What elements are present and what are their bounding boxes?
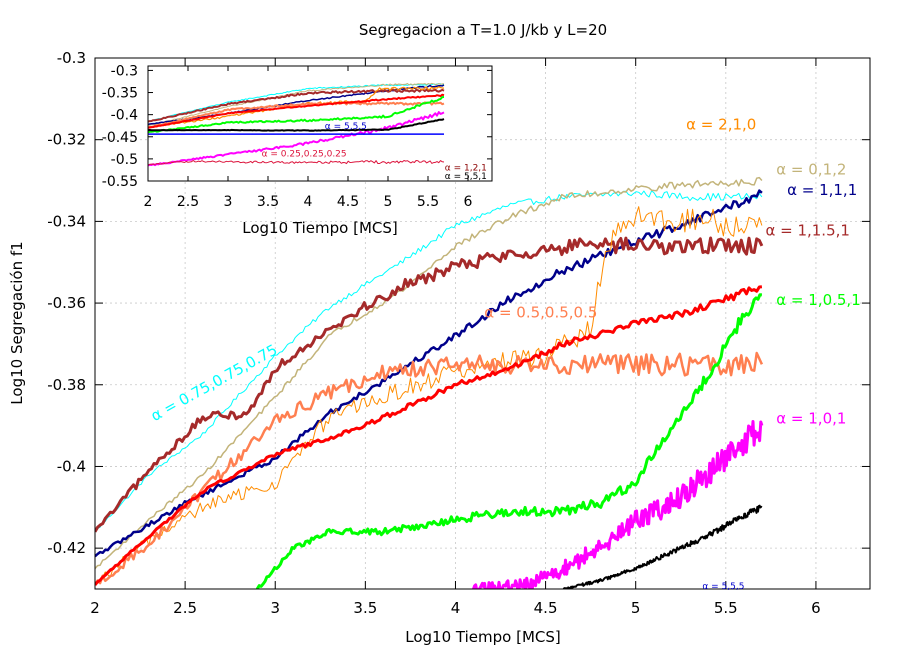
inset-x-tick-label: 5 xyxy=(384,194,393,210)
series-label: α = 2,1,0 xyxy=(686,115,756,133)
inset-series-label: α = 0.25,0.25,0.25 xyxy=(262,150,347,160)
series-label: α = 1,1,1 xyxy=(787,181,857,199)
inset-y-tick-label: -0.3 xyxy=(111,63,138,79)
x-axis-title: Log10 Tiempo [MCS] xyxy=(405,628,560,646)
inset-x-tick-label: 6 xyxy=(464,194,473,210)
x-tick-label: 5.5 xyxy=(714,599,738,617)
inset-y-tick-label: -0.4 xyxy=(111,108,138,124)
series-label: α = 0.5,0.5,0.5 xyxy=(484,303,597,321)
y-axis-title: Log10 Segregación f1 xyxy=(8,241,26,404)
y-tick-label: -0.36 xyxy=(47,294,86,312)
x-tick-label: 5 xyxy=(631,599,641,617)
inset-y-tick-label: -0.5 xyxy=(111,152,138,168)
x-tick-label: 3.5 xyxy=(353,599,377,617)
inset-series-label: α = 5,5,5 xyxy=(325,122,367,132)
x-tick-label: 4.5 xyxy=(534,599,558,617)
chart-title: Segregacion a T=1.0 J/kb y L=20 xyxy=(359,21,607,39)
x-tick-label: 6 xyxy=(811,599,821,617)
series-label: α = 1,1.5,1 xyxy=(765,222,849,240)
inset-x-tick-label: 3 xyxy=(224,194,233,210)
series-label: α = 1,0,1 xyxy=(776,410,846,428)
x-tick-label: 4 xyxy=(451,599,461,617)
inset-x-tick-label: 3.5 xyxy=(257,194,279,210)
x-tick-label: 3 xyxy=(270,599,280,617)
series-label: α = 5,5,5 xyxy=(702,582,744,592)
inset-x-tick-label: 5.5 xyxy=(417,194,439,210)
y-tick-label: -0.42 xyxy=(47,539,86,557)
inset-x-tick-label: 2.5 xyxy=(177,194,199,210)
inset-series-label: α = 5,5,1 xyxy=(445,172,487,182)
y-tick-label: -0.38 xyxy=(47,376,86,394)
y-tick-label: -0.4 xyxy=(57,457,86,475)
y-tick-label: -0.32 xyxy=(47,131,86,149)
inset-y-tick-label: -0.55 xyxy=(102,174,138,190)
series-label: α = 1,0.5,1 xyxy=(776,291,860,309)
y-tick-label: -0.34 xyxy=(47,212,86,230)
inset-x-tick-label: 4 xyxy=(304,194,313,210)
x-tick-label: 2.5 xyxy=(173,599,197,617)
series-label: α = 0,1,2 xyxy=(776,160,846,178)
inset-x-axis-title: Log10 Tiempo [MCS] xyxy=(242,219,397,237)
y-tick-label: -0.3 xyxy=(57,49,86,67)
inset-x-tick-label: 4.5 xyxy=(337,194,359,210)
inset-x-tick-label: 2 xyxy=(144,194,153,210)
inset-y-tick-label: -0.35 xyxy=(102,86,138,102)
x-tick-label: 2 xyxy=(90,599,100,617)
inset-y-tick-label: -0.45 xyxy=(102,130,138,146)
inset-plot-area xyxy=(148,66,492,181)
